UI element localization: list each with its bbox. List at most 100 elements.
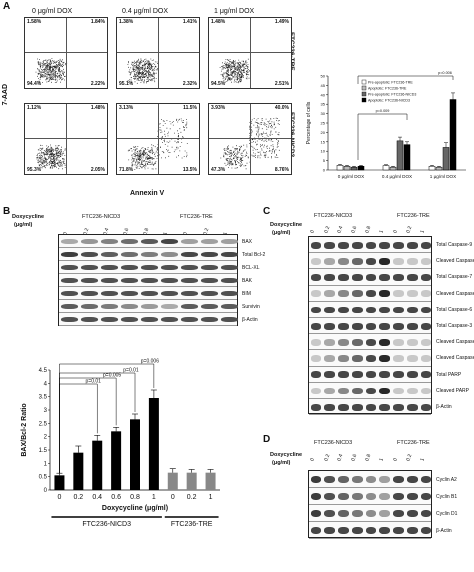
lane-label: 0.4 [336, 453, 345, 462]
dose-label-1: 0.4 μg/ml DOX [122, 8, 169, 15]
quadrant-percent: 1.12% [27, 105, 42, 111]
dot-plot-scatter [219, 58, 251, 84]
protein-band [310, 476, 322, 484]
dot-plot-scatter [220, 117, 280, 170]
x-category-label: 0.4 μg/ml DOX [382, 174, 412, 179]
protein-band [420, 510, 432, 518]
protein-band [393, 387, 404, 395]
x-tick-label: 0.2 [187, 494, 197, 501]
protein-band [60, 316, 78, 323]
band-label: BCL-XL [242, 264, 260, 271]
y-tick-label: 20 [321, 130, 326, 135]
protein-band [379, 258, 391, 265]
bar [54, 475, 65, 490]
protein-band [351, 510, 363, 518]
protein-band [379, 387, 391, 395]
y-tick-label: 15 [321, 139, 326, 144]
band-label: Cyclin A2 [436, 476, 457, 483]
x-tick-label: 0.6 [111, 494, 121, 501]
protein-band [379, 322, 391, 330]
protein-band [338, 241, 349, 249]
p-value-label: p=0.01 [86, 379, 102, 385]
y-tick-label: 0 [44, 488, 48, 494]
protein-band [220, 238, 238, 245]
protein-band [60, 277, 78, 284]
flow-cytometry-row-tre: 1.58% 1.84% 94.4% 2.22% 1.38% 1.41% 95.1% 2.32%… [24, 17, 292, 89]
dot-plot-scatter [127, 58, 159, 84]
bar [186, 472, 197, 490]
quadrant-percent: 2.51% [274, 81, 289, 87]
quadrant-percent: 1.48% [211, 19, 226, 25]
blot-row: Total Caspase-7 [309, 269, 472, 286]
protein-band [393, 355, 404, 363]
quadrant-percent: 8.76% [274, 167, 289, 173]
protein-band [393, 527, 404, 535]
blot-row: Cleaved PARP [309, 383, 469, 399]
quadrant-percent: 1.58% [27, 19, 42, 25]
lane-label: 0.2 [323, 225, 332, 234]
legend-entry: Apoptotic: FTC236-TRE [368, 87, 407, 91]
panel-c-lanes: 0 0.2 0.4 0.6 0.8 1 0 0.2 1 [308, 220, 432, 234]
protein-band [310, 510, 322, 518]
blot-row: Cyclin B1 [309, 488, 457, 505]
protein-band [393, 339, 404, 346]
protein-band [338, 476, 349, 484]
protein-band [220, 264, 238, 271]
quadrant-percent: 47.3% [211, 167, 226, 173]
band-label: Total Bcl-2 [242, 251, 266, 258]
dot-plot-0-2: 1.48% 1.49% 94.5% 2.51% [208, 17, 292, 89]
protein-band [60, 251, 78, 258]
protein-band [379, 527, 391, 535]
protein-band [324, 322, 336, 330]
lane-label: 0.2 [323, 453, 332, 462]
bar [92, 440, 103, 490]
legend-entry: Pre-apoptotic: FTC236-TRE [368, 81, 413, 85]
quadrant-percent: 1.49% [274, 19, 289, 25]
protein-band [406, 510, 418, 518]
blot-row: BIM [59, 287, 251, 300]
protein-band [420, 476, 432, 484]
protein-band [406, 274, 418, 282]
protein-band [406, 322, 418, 330]
protein-band [351, 339, 363, 346]
band-label: BIM [242, 290, 251, 297]
bar [389, 166, 397, 171]
band-label: Cleaved Caspase-3 (17kd) [436, 355, 474, 362]
protein-band [420, 355, 432, 363]
bar [428, 165, 436, 171]
gate-horizontal [25, 51, 107, 53]
protein-band [338, 290, 349, 298]
x-tick-label: 0 [57, 494, 61, 501]
x-category-label: 1 μg/ml DOX [430, 174, 456, 179]
blot-row: Cleaved Caspase-3 (19kd) [309, 334, 474, 351]
protein-band [60, 264, 78, 271]
quadrant-percent: 94.5% [211, 81, 226, 87]
blot-row: Total Bcl-2 [59, 248, 265, 261]
quadrant-percent: 3.93% [211, 105, 226, 111]
band-label: Cleaved Caspase-3 (19kd) [436, 339, 474, 346]
bar [449, 99, 457, 171]
gate-vertical [250, 18, 251, 88]
y-tick-label: 4 [44, 381, 48, 387]
protein-band [406, 527, 418, 535]
dot-plot-scatter [36, 144, 67, 170]
protein-band [365, 403, 377, 411]
band-label: Survivin [242, 303, 260, 310]
blot-row: Survivin [59, 300, 260, 313]
band-label: Cleaved Caspase-7 [436, 290, 474, 297]
group-label: FTC236-NICD3 [82, 521, 131, 528]
x-category-label: 0 μg/ml DOX [338, 174, 364, 179]
quadrant-percent: 2.22% [90, 81, 105, 87]
protein-band [140, 316, 158, 323]
protein-band [365, 241, 377, 249]
y-tick-label: 45 [321, 83, 326, 88]
protein-band [310, 258, 322, 265]
bar [382, 165, 390, 171]
protein-band [80, 238, 98, 245]
y-tick-label: 0 [323, 168, 326, 173]
bar [130, 419, 140, 490]
gate-horizontal [117, 51, 199, 53]
blot-row: Total Caspase-9 [309, 237, 472, 254]
bar [403, 144, 411, 171]
protein-band [420, 241, 432, 249]
